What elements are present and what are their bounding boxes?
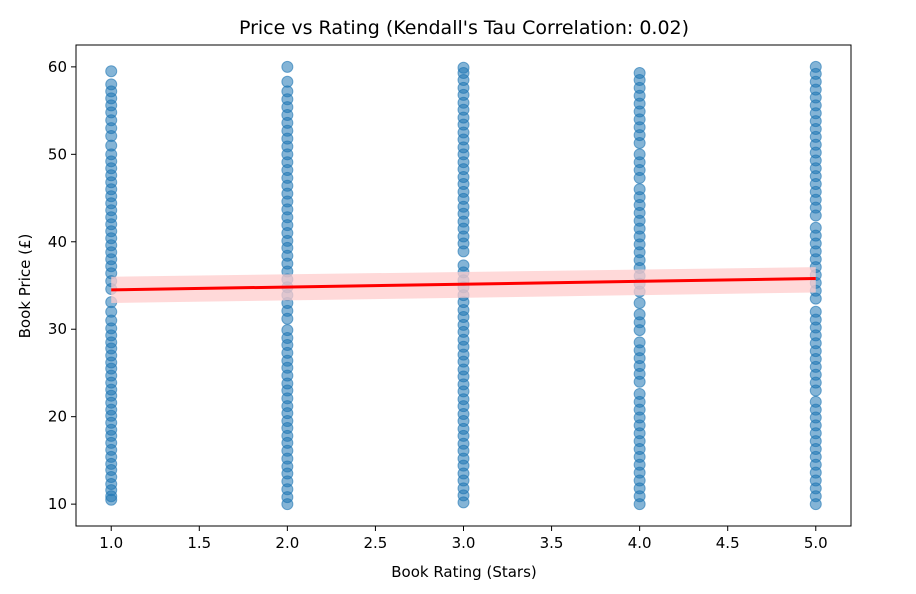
data-point bbox=[281, 75, 294, 88]
chart-title: Price vs Rating (Kendall's Tau Correlati… bbox=[239, 17, 689, 39]
x-tick-label: 4.5 bbox=[716, 534, 740, 552]
x-axis: 1.0 1.5 2.0 2.5 3.0 3.5 4.0 4.5 5.0 bbox=[99, 526, 828, 552]
data-point bbox=[281, 324, 294, 337]
y-axis-label: Book Price (£) bbox=[16, 234, 34, 339]
y-tick-label: 10 bbox=[48, 495, 67, 513]
data-point bbox=[633, 66, 646, 79]
data-point bbox=[633, 387, 646, 400]
x-tick-label: 3.5 bbox=[540, 534, 564, 552]
data-points bbox=[105, 60, 822, 511]
x-tick-label: 3.0 bbox=[452, 534, 476, 552]
x-tick-label: 2.0 bbox=[275, 534, 299, 552]
x-tick-label: 5.0 bbox=[804, 534, 828, 552]
data-point bbox=[809, 305, 822, 318]
y-tick-label: 50 bbox=[48, 145, 67, 163]
x-tick-label: 2.5 bbox=[364, 534, 388, 552]
data-point bbox=[633, 296, 646, 309]
data-point bbox=[809, 60, 822, 73]
data-point bbox=[457, 259, 470, 272]
data-point bbox=[105, 65, 118, 78]
x-axis-label: Book Rating (Stars) bbox=[391, 563, 537, 581]
data-point bbox=[633, 336, 646, 349]
y-tick-label: 40 bbox=[48, 233, 67, 251]
data-point bbox=[809, 395, 822, 408]
y-tick-label: 30 bbox=[48, 320, 67, 338]
data-point bbox=[457, 61, 470, 74]
y-tick-label: 20 bbox=[48, 408, 67, 426]
data-point bbox=[633, 183, 646, 196]
data-point bbox=[633, 148, 646, 161]
data-point bbox=[633, 308, 646, 321]
x-tick-label: 4.0 bbox=[628, 534, 652, 552]
data-point bbox=[809, 221, 822, 234]
regression-line bbox=[111, 277, 816, 292]
y-axis: 10 20 30 40 50 60 bbox=[48, 58, 76, 513]
plot-area bbox=[105, 60, 822, 511]
data-point bbox=[105, 78, 118, 91]
y-tick-label: 60 bbox=[48, 58, 67, 76]
x-tick-label: 1.0 bbox=[99, 534, 123, 552]
data-point bbox=[281, 60, 294, 73]
x-tick-label: 1.5 bbox=[187, 534, 211, 552]
